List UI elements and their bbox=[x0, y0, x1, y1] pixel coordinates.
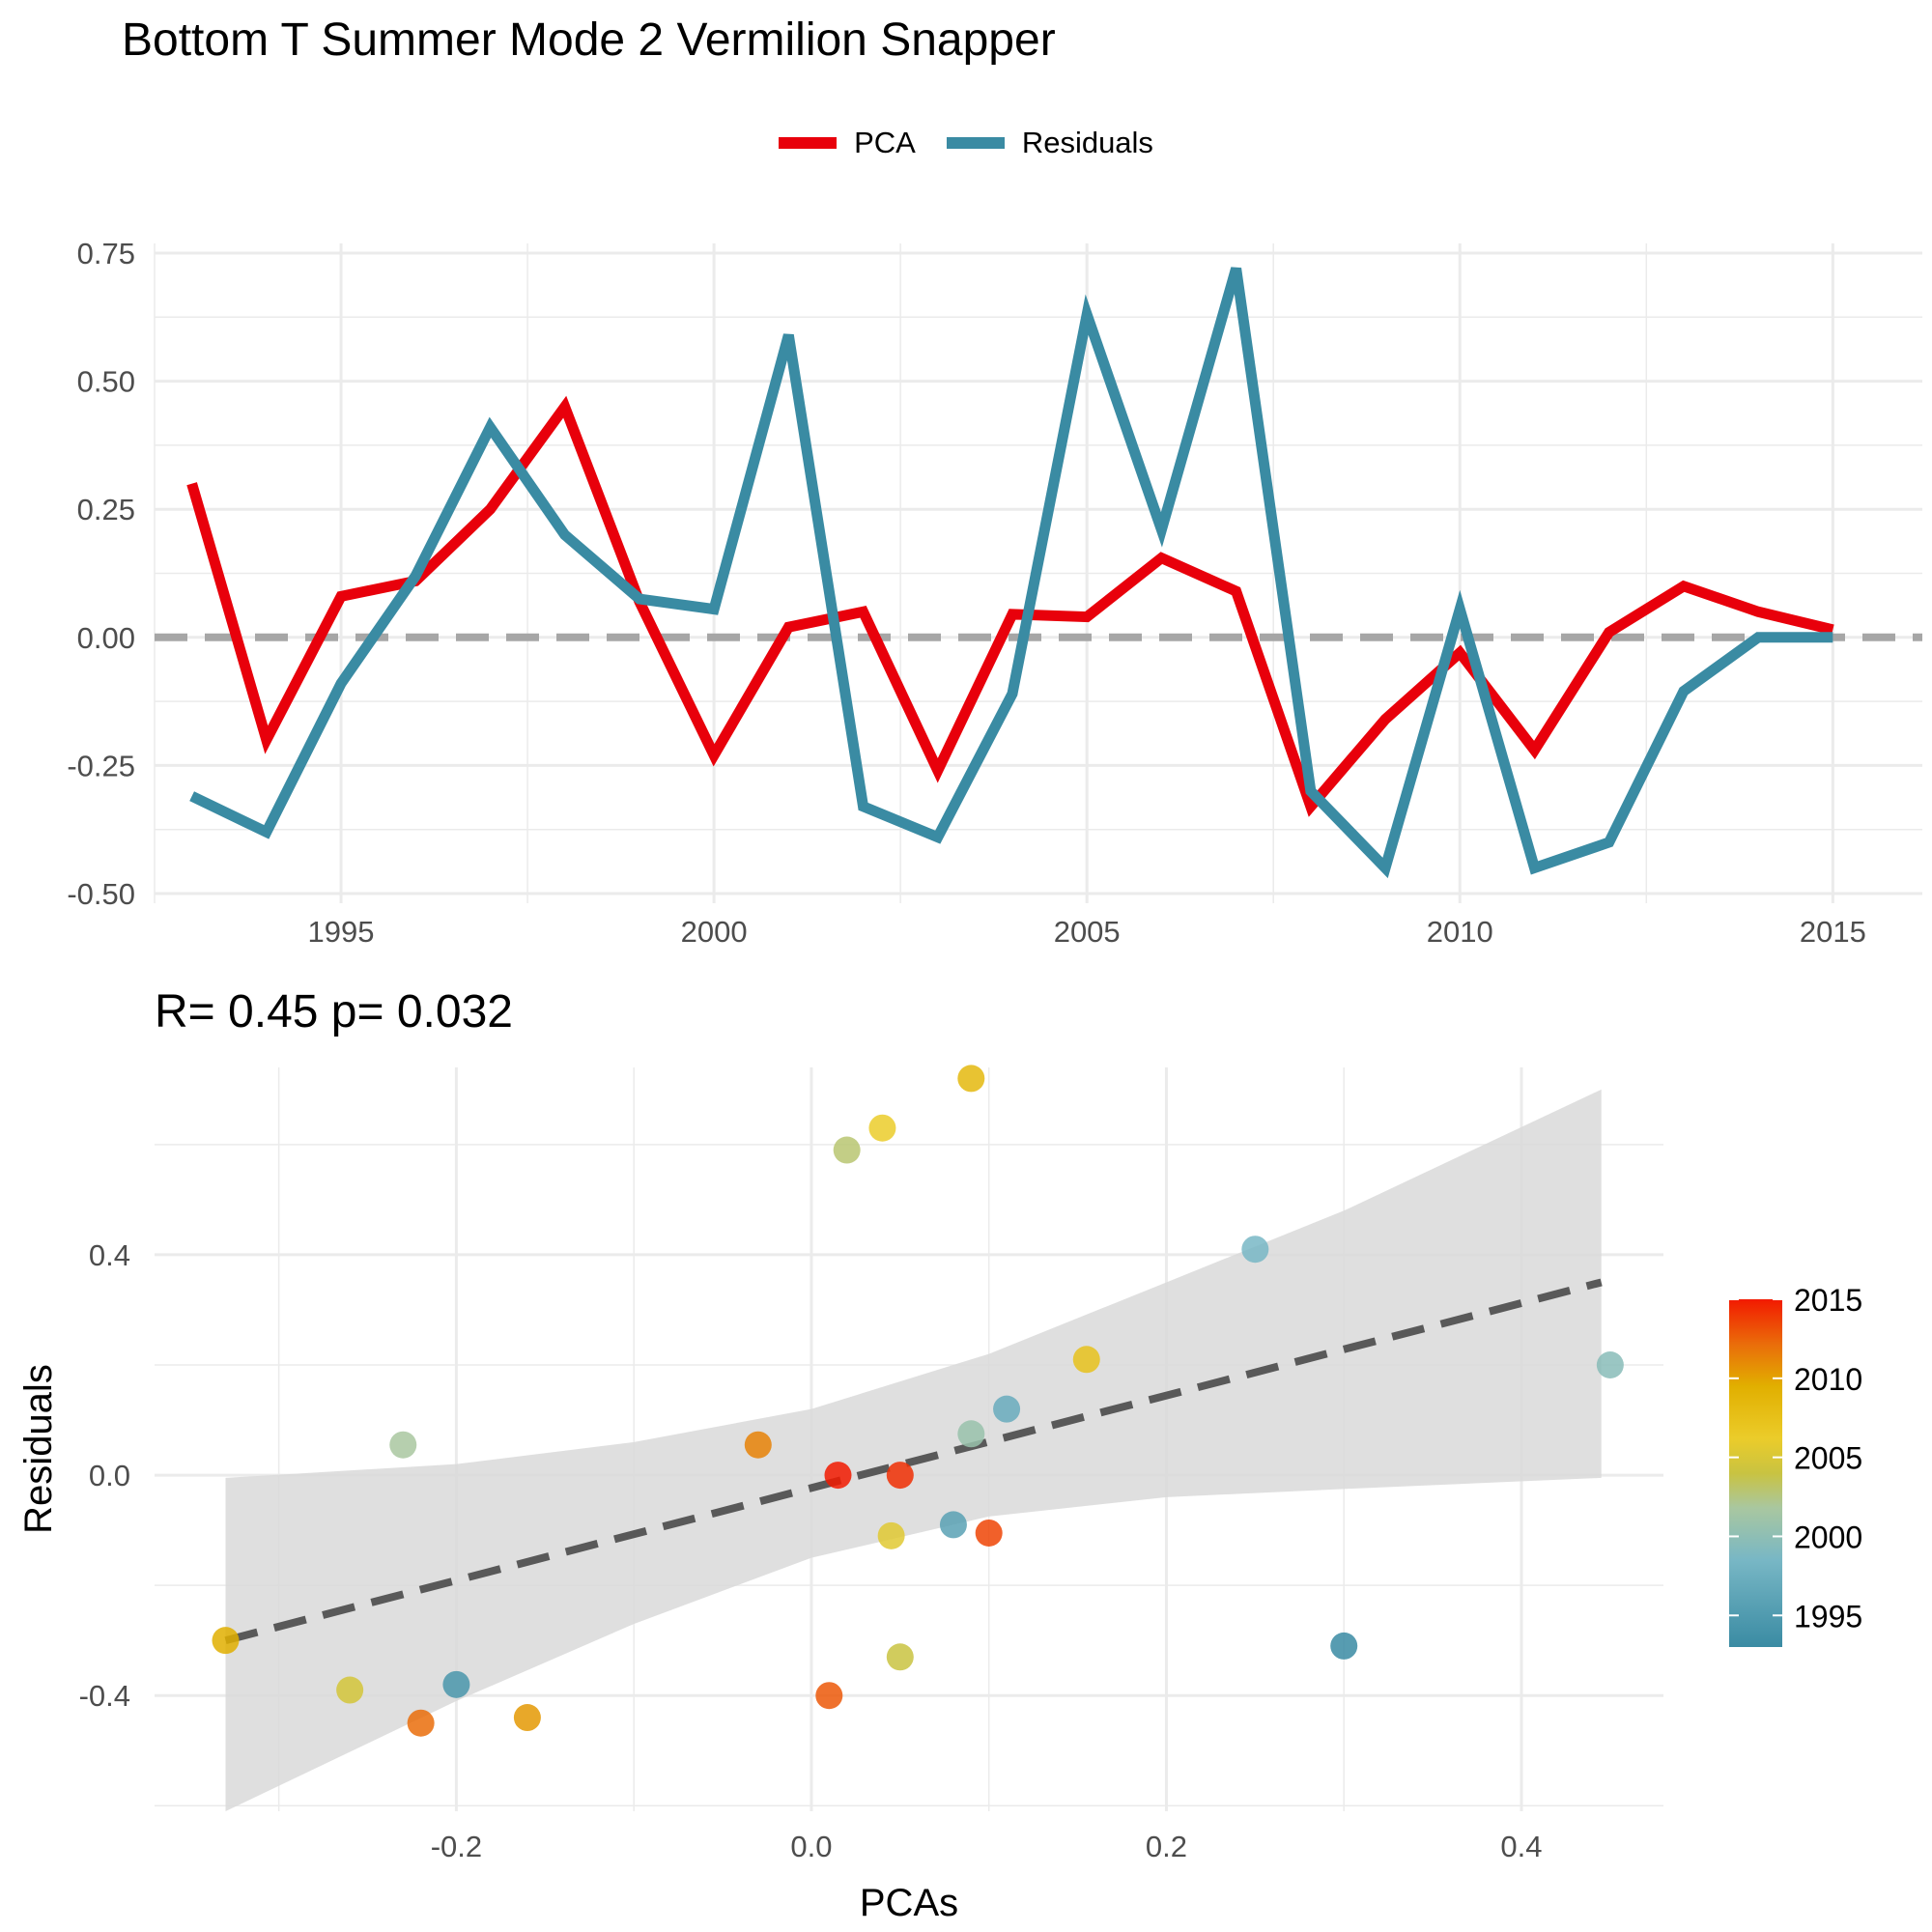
scatter-stats-text: R= 0.45 p= 0.032 bbox=[155, 986, 513, 1037]
scatter-point bbox=[389, 1431, 417, 1459]
scatter-point bbox=[886, 1643, 914, 1671]
legend-item-pca: PCA bbox=[779, 126, 916, 160]
scatter-point bbox=[744, 1431, 772, 1459]
line-y-tick-label: -0.25 bbox=[67, 749, 135, 782]
scatter-point bbox=[957, 1065, 985, 1093]
pca-series-line bbox=[186, 395, 1834, 817]
scatter-point bbox=[957, 1420, 985, 1448]
scatter-point bbox=[975, 1519, 1003, 1547]
scatter-point bbox=[833, 1136, 861, 1164]
scatter-point bbox=[1596, 1351, 1624, 1378]
scatter-point bbox=[939, 1511, 967, 1539]
line-y-tick-label: 0.50 bbox=[77, 365, 135, 399]
scatter-point bbox=[513, 1704, 541, 1732]
scatter-x-axis-title: PCAs bbox=[860, 1882, 958, 1924]
scatter-point bbox=[212, 1627, 240, 1655]
scatter-point bbox=[1072, 1346, 1100, 1374]
scatter-panel: -0.2 0.0 0.2 0.4 -0.4 0.0 0.4 PCAs Residuals 2015… bbox=[17, 1065, 1862, 1924]
line-x-tick-label: 2005 bbox=[1054, 915, 1121, 949]
scatter-point bbox=[407, 1709, 435, 1737]
line-y-tick-label: 0.25 bbox=[77, 493, 135, 526]
scatter-point bbox=[886, 1462, 914, 1490]
scatter-x-tick-label: 0.2 bbox=[1146, 1830, 1187, 1863]
scatter-y-tick-label: -0.4 bbox=[79, 1679, 130, 1713]
scatter-y-tick-label: 0.0 bbox=[89, 1459, 130, 1492]
legend-item-residuals: Residuals bbox=[946, 126, 1153, 160]
line-x-tick-label: 2000 bbox=[681, 915, 748, 949]
confidence-band bbox=[225, 1089, 1602, 1811]
line-y-tick-label: 0.00 bbox=[77, 621, 135, 655]
scatter-point bbox=[993, 1395, 1021, 1423]
regression-fit-line bbox=[224, 1278, 1603, 1645]
line-y-tick-label: -0.50 bbox=[67, 877, 135, 911]
legend-key-residuals bbox=[946, 137, 1005, 149]
colorbar-label: 2010 bbox=[1794, 1362, 1862, 1397]
line-y-tick-label: 0.75 bbox=[77, 237, 135, 270]
colorbar-label: 2005 bbox=[1794, 1441, 1862, 1476]
scatter-x-tick-label: -0.2 bbox=[431, 1830, 482, 1863]
scatter-y-tick-label: 0.4 bbox=[89, 1238, 130, 1272]
scatter-point bbox=[815, 1682, 843, 1710]
page-title: Bottom T Summer Mode 2 Vermilion Snapper bbox=[122, 14, 1056, 66]
scatter-x-tick-label: 0.4 bbox=[1500, 1830, 1542, 1863]
scatter-point bbox=[877, 1521, 905, 1549]
line-panel: -0.50 -0.25 0.00 0.25 0.50 0.75 1995 2000 2005 20… bbox=[67, 237, 1922, 949]
colorbar-label: 2000 bbox=[1794, 1520, 1862, 1554]
scatter-y-axis-title: Residuals bbox=[17, 1364, 60, 1534]
colorbar bbox=[1729, 1299, 1782, 1647]
scatter-point bbox=[442, 1670, 470, 1698]
scatter-point bbox=[824, 1462, 852, 1490]
colorbar-label: 2015 bbox=[1794, 1283, 1862, 1318]
scatter-point bbox=[1241, 1236, 1269, 1264]
line-x-tick-label: 2010 bbox=[1427, 915, 1493, 949]
line-x-tick-label: 1995 bbox=[308, 915, 375, 949]
scatter-point bbox=[868, 1114, 896, 1142]
legend-key-pca bbox=[779, 137, 838, 149]
residuals-series-line bbox=[189, 267, 1833, 879]
scatter-x-tick-label: 0.0 bbox=[790, 1830, 832, 1863]
colorbar-label: 1995 bbox=[1794, 1599, 1862, 1634]
legend-label-pca: PCA bbox=[854, 126, 916, 159]
scatter-point bbox=[1330, 1632, 1358, 1660]
scatter-point bbox=[336, 1676, 364, 1704]
legend: PCA Residuals bbox=[0, 126, 1932, 160]
legend-label-residuals: Residuals bbox=[1021, 126, 1153, 159]
line-x-tick-label: 2015 bbox=[1800, 915, 1866, 949]
